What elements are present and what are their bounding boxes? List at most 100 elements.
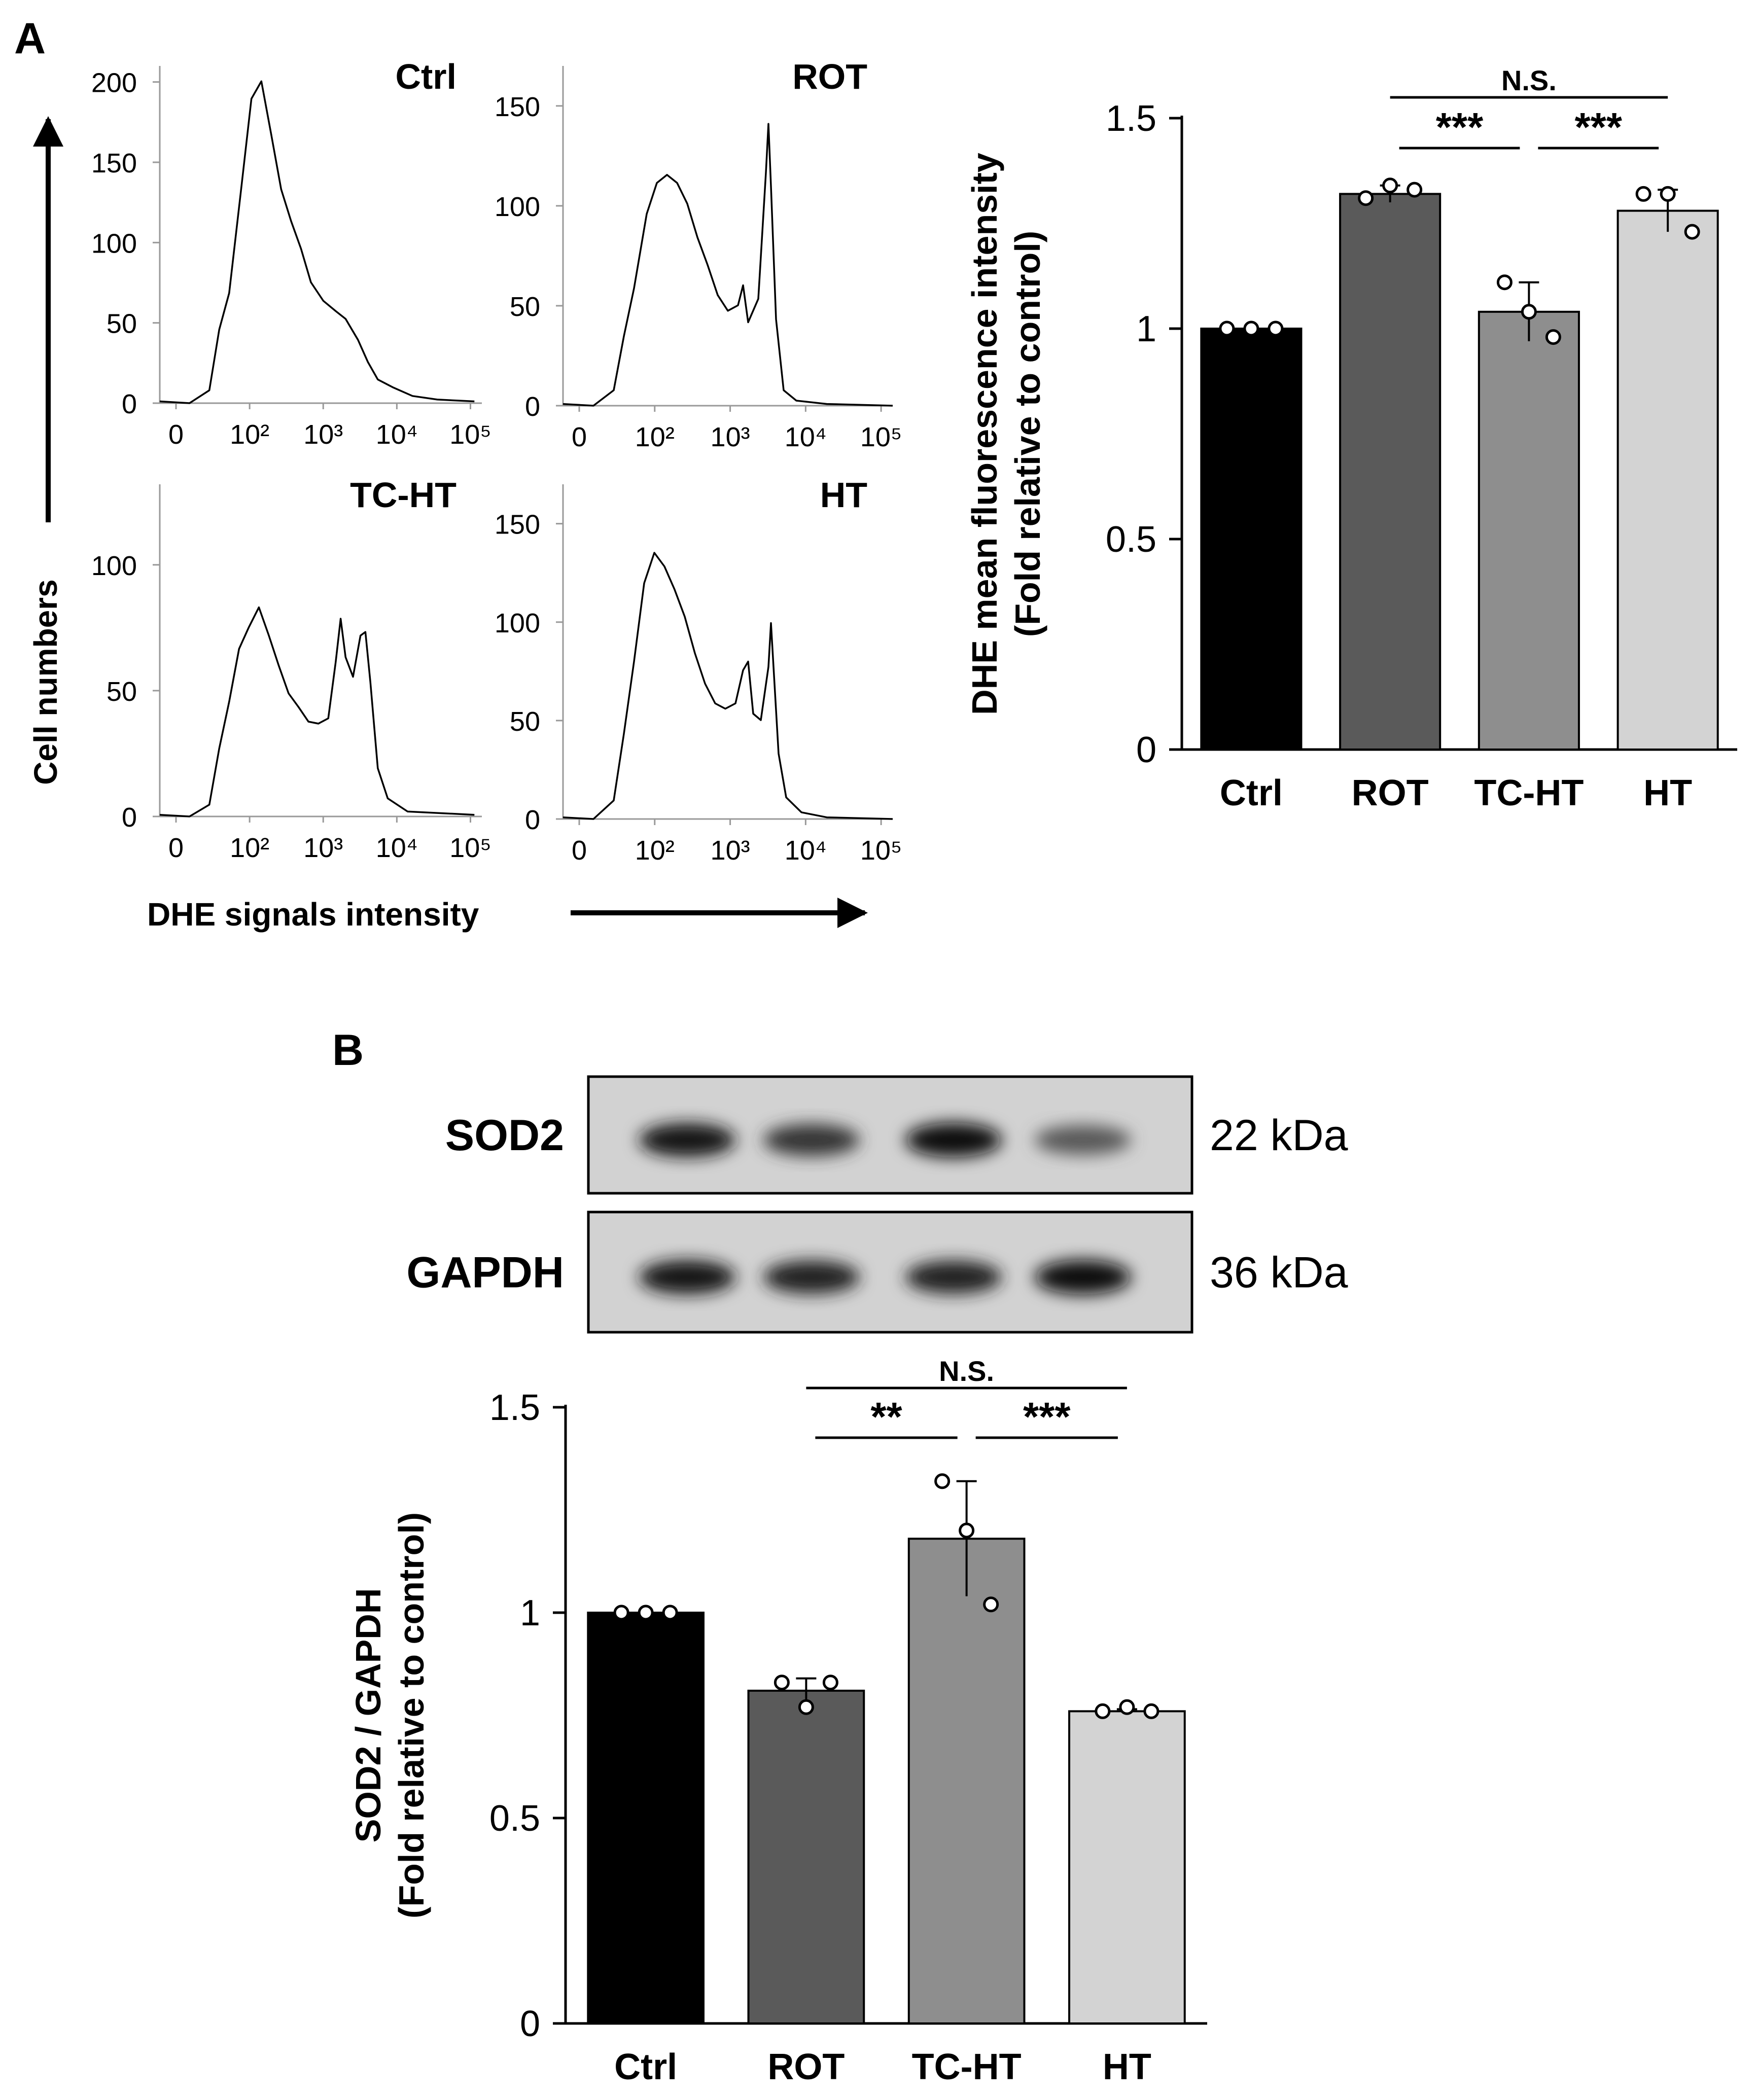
x-tick-label: Ctrl [1220,773,1283,813]
histogram-tc-ht: 0 50 100 0 10² 10³ 10⁴ 10⁵ TC-HT [91,475,491,863]
y-axis-label: SOD2 / GAPDH [348,1588,388,1843]
significance-label: N.S. [1501,64,1557,96]
y-tick-label: 1.5 [489,1387,540,1428]
bar-tc-ht [1478,310,1580,751]
dhe-bar-chart: 0 0.5 1 1.5 Ctrl ROT TC-HT HT DHE mean fluoresce… [965,64,1737,813]
histogram-y-tick-label: 200 [91,68,137,98]
data-point [983,1596,999,1613]
data-point [1143,1703,1159,1719]
histogram-x-tick-label: 10⁵ [860,422,902,452]
x-tick-label: ROT [767,2047,845,2087]
bar-rot [747,1689,865,2024]
histogram-x-tick-label: 10² [230,419,269,450]
histogram-x-tick-label: 10³ [303,419,343,450]
y-axis-sublabel: (Fold relative to control) [1008,231,1047,637]
histogram-x-tick-label: 10⁵ [860,835,902,866]
y-axis-label: DHE mean fluorescence intensity [965,153,1004,715]
bar-ctrl [1200,328,1303,751]
bar-ctrl [587,1612,705,2024]
histogram-x-tick-label: 10⁵ [449,419,491,450]
histogram-y-tick-label: 50 [107,309,137,339]
x-tick-label: TC-HT [1474,773,1584,813]
panel-b-label: B [332,1026,364,1075]
histogram-y-tick-label: 50 [510,292,540,322]
data-point [638,1605,654,1621]
histogram-x-tick-label: 0 [168,419,184,450]
data-point [1358,190,1374,206]
x-tick-label: HT [1643,773,1692,813]
histogram-y-tick-label: 0 [525,805,540,835]
data-point [1219,321,1235,337]
histogram-x-tick-label: 10⁵ [449,833,491,863]
data-point [1382,177,1398,194]
significance-label: *** [1023,1394,1071,1439]
blot-protein-label: SOD2 [445,1111,564,1160]
y-tick-label: 1.5 [1106,98,1156,139]
x-tick-label: HT [1103,2047,1151,2087]
histogram-x-tick-label: 10³ [711,835,750,866]
histogram-title: TC-HT [350,475,456,515]
bar-ht [1617,209,1719,751]
data-point [1660,186,1676,202]
y-tick-label: 0.5 [489,1798,540,1839]
histogram-x-tick-label: 10⁴ [785,835,827,866]
blot-band [1035,1125,1131,1155]
histogram-y-tick-label: 0 [122,802,137,833]
histogram-y-tick-label: 100 [495,608,540,638]
blot-protein-label: GAPDH [406,1249,564,1297]
histogram-x-tick-label: 0 [168,833,184,863]
blot-size-label: 36 kDa [1210,1249,1348,1297]
histogram-y-tick-label: 100 [495,192,540,222]
panel-a-label: A [14,14,46,63]
significance-label: ** [870,1394,902,1439]
histogram-x-tick-label: 10² [230,833,269,863]
data-point [1496,274,1513,291]
data-point [662,1605,678,1621]
data-point [1407,182,1423,198]
histogram-x-tick-label: 0 [572,835,587,866]
bar-ht [1068,1710,1186,2024]
histogram-y-tick-label: 0 [525,391,540,422]
histogram-curve [563,123,893,407]
histogram-y-tick-label: 100 [91,228,137,259]
x-tick-label: ROT [1352,773,1429,813]
data-point [1684,224,1700,240]
blot-band [763,1260,860,1294]
histogram-rot: 0 50 100 150 0 10² 10³ 10⁴ 10⁵ ROT [495,57,902,452]
histogram-grid: 0 50 100 150 200 0 10² 10³ 10⁴ 10⁵ Ctrl 0 50 100 150 0 1… [91,57,902,866]
histogram-x-tick-label: 10³ [303,833,343,863]
bar-tc-ht [907,1538,1026,2024]
dhe-signal-label: DHE signals intensity [147,896,479,933]
blot-row-sod2: SOD2 22 kDa [445,1075,1348,1195]
histogram-ht: 0 50 100 150 0 10² 10³ 10⁴ 10⁵ HT [495,475,902,866]
data-point [1243,321,1259,337]
western-blot: SOD2 22 kDa GAPDH 36 kDa [406,1075,1348,1334]
data-point [1268,321,1284,337]
data-point [822,1675,838,1691]
histogram-y-tick-label: 50 [510,706,540,737]
data-point [1521,304,1537,320]
histogram-curve [563,552,893,820]
histogram-x-tick-label: 10⁴ [376,833,418,863]
data-point [1095,1703,1111,1719]
histogram-y-tick-label: 0 [122,389,137,419]
histogram-curve [159,80,475,404]
cell-numbers-label: Cell numbers [27,579,64,785]
histogram-y-tick-label: 150 [91,148,137,179]
histogram-curve [159,606,475,817]
y-tick-label: 0 [520,2004,540,2044]
y-tick-label: 0.5 [1106,519,1156,560]
histogram-y-tick-label: 150 [495,92,540,122]
data-point [613,1605,629,1621]
histogram-title: HT [820,475,867,515]
significance-label: *** [1436,104,1484,150]
blot-size-label: 22 kDa [1210,1111,1348,1160]
y-tick-label: 1 [1136,309,1156,349]
sod2-bar-chart: 0 0.5 1 1.5 Ctrl ROT TC-HT HT SOD2 / GAPDH (Fold … [348,1355,1207,2087]
blot-row-gapdh: GAPDH 36 kDa [406,1211,1348,1334]
histogram-y-tick-label: 150 [495,510,540,540]
data-point [1545,329,1561,345]
blot-band [639,1123,735,1157]
histogram-x-tick-label: 10⁴ [376,419,418,450]
